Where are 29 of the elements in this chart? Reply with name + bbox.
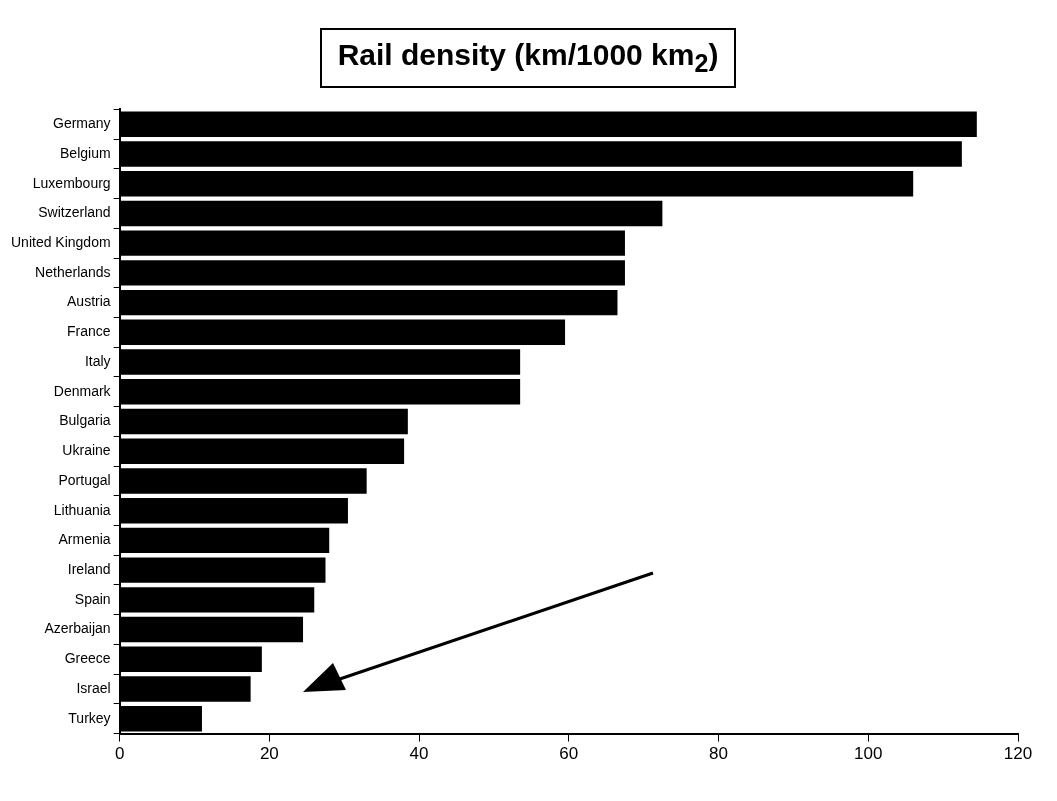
x-tick-label: 80 <box>709 744 728 764</box>
x-tick-label: 60 <box>559 744 579 764</box>
y-tick-label: Switzerland <box>38 204 111 221</box>
x-tick-label: 0 <box>114 744 125 764</box>
y-tick-label: Greece <box>64 650 111 667</box>
y-tick-label: Netherlands <box>35 263 111 280</box>
y-tick-label: Belgium <box>60 144 111 161</box>
x-tick-label: 20 <box>259 744 279 764</box>
y-tick-label: Ukraine <box>62 442 111 459</box>
y-tick-label: Portugal <box>58 471 111 488</box>
x-tick-label: 100 <box>854 744 883 764</box>
y-tick-label: Luxembourg <box>32 174 111 191</box>
y-tick-label: Italy <box>84 352 111 369</box>
y-tick-label: Armenia <box>58 531 111 548</box>
y-tick-label: Denmark <box>53 382 112 399</box>
y-tick-label: Azerbaijan <box>44 620 111 637</box>
y-tick-label: Germany <box>53 115 111 132</box>
y-tick-label: Spain <box>74 590 111 607</box>
y-tick-label: Ireland <box>67 560 111 577</box>
y-tick-label: Bulgaria <box>59 412 111 429</box>
x-tick-label: 120 <box>1003 744 1033 764</box>
x-tick-label: 40 <box>409 744 429 764</box>
chart-title: Rail density (km/1000 km$_{2}$) <box>319 28 737 88</box>
y-tick-label: United Kingdom <box>10 234 111 251</box>
y-tick-label: France <box>67 323 111 340</box>
y-tick-label: Austria <box>67 293 111 310</box>
y-tick-label: Israel <box>76 679 111 696</box>
y-tick-label: Lithuania <box>53 501 111 518</box>
y-tick-label: Turkey <box>68 709 111 726</box>
